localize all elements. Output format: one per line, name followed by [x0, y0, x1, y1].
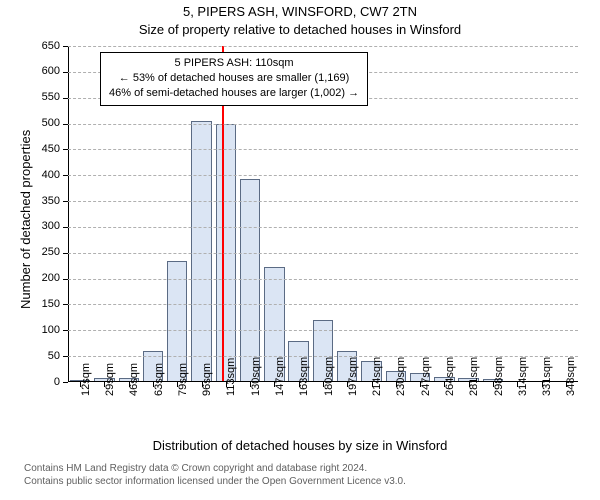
y-tick-mark	[63, 304, 68, 305]
grid-line	[68, 149, 578, 150]
bar-slot	[481, 46, 505, 382]
footer-line-1: Contains HM Land Registry data © Crown c…	[24, 462, 600, 475]
y-axis-label: Number of detached properties	[18, 130, 33, 309]
grid-line	[68, 304, 578, 305]
y-tick-mark	[63, 98, 68, 99]
x-axis-label: Distribution of detached houses by size …	[0, 438, 600, 453]
y-tick-label: 250	[42, 246, 60, 258]
y-tick-mark	[63, 382, 68, 383]
bar-slot	[384, 46, 408, 382]
y-tick-mark	[63, 175, 68, 176]
y-tick-label: 650	[42, 40, 60, 52]
y-tick-label: 550	[42, 91, 60, 103]
grid-line	[68, 279, 578, 280]
grid-line	[68, 253, 578, 254]
y-tick-label: 450	[42, 143, 60, 155]
bar-slot	[554, 46, 578, 382]
footer-line-2: Contains public sector information licen…	[24, 475, 600, 488]
y-tick-label: 500	[42, 117, 60, 129]
annotation-line-2: ← 53% of detached houses are smaller (1,…	[109, 71, 359, 86]
figure: 5, PIPERS ASH, WINSFORD, CW7 2TN Size of…	[0, 0, 600, 500]
chart-subtitle: Size of property relative to detached ho…	[0, 22, 600, 37]
bar-slot	[432, 46, 456, 382]
y-tick-mark	[63, 124, 68, 125]
y-tick-mark	[63, 72, 68, 73]
y-axis-line	[68, 46, 69, 382]
grid-line	[68, 201, 578, 202]
y-tick-mark	[63, 253, 68, 254]
annotation-box: 5 PIPERS ASH: 110sqm ← 53% of detached h…	[100, 52, 368, 106]
y-tick-mark	[63, 201, 68, 202]
histogram-bar	[191, 121, 211, 382]
y-tick-label: 350	[42, 195, 60, 207]
annotation-line-1: 5 PIPERS ASH: 110sqm	[109, 56, 359, 71]
y-tick-mark	[63, 227, 68, 228]
y-tick-label: 100	[42, 324, 60, 336]
grid-line	[68, 227, 578, 228]
grid-line	[68, 124, 578, 125]
histogram-bar	[240, 179, 260, 382]
grid-line	[68, 175, 578, 176]
bar-slot	[68, 46, 92, 382]
y-tick-mark	[63, 330, 68, 331]
annotation-line-3: 46% of semi-detached houses are larger (…	[109, 86, 359, 101]
grid-line	[68, 46, 578, 47]
bar-slot	[457, 46, 481, 382]
y-tick-label: 200	[42, 272, 60, 284]
y-tick-mark	[63, 279, 68, 280]
y-tick-label: 600	[42, 65, 60, 77]
y-tick-label: 400	[42, 169, 60, 181]
y-tick-label: 50	[48, 350, 60, 362]
y-tick-label: 0	[54, 376, 60, 388]
bar-slot	[529, 46, 553, 382]
y-tick-label: 300	[42, 220, 60, 232]
bar-slot	[408, 46, 432, 382]
footer-note: Contains HM Land Registry data © Crown c…	[24, 462, 600, 488]
y-tick-label: 150	[42, 298, 60, 310]
y-tick-mark	[63, 149, 68, 150]
grid-line	[68, 330, 578, 331]
bar-slot	[505, 46, 529, 382]
chart-title: 5, PIPERS ASH, WINSFORD, CW7 2TN	[0, 4, 600, 19]
y-tick-mark	[63, 356, 68, 357]
y-tick-mark	[63, 46, 68, 47]
